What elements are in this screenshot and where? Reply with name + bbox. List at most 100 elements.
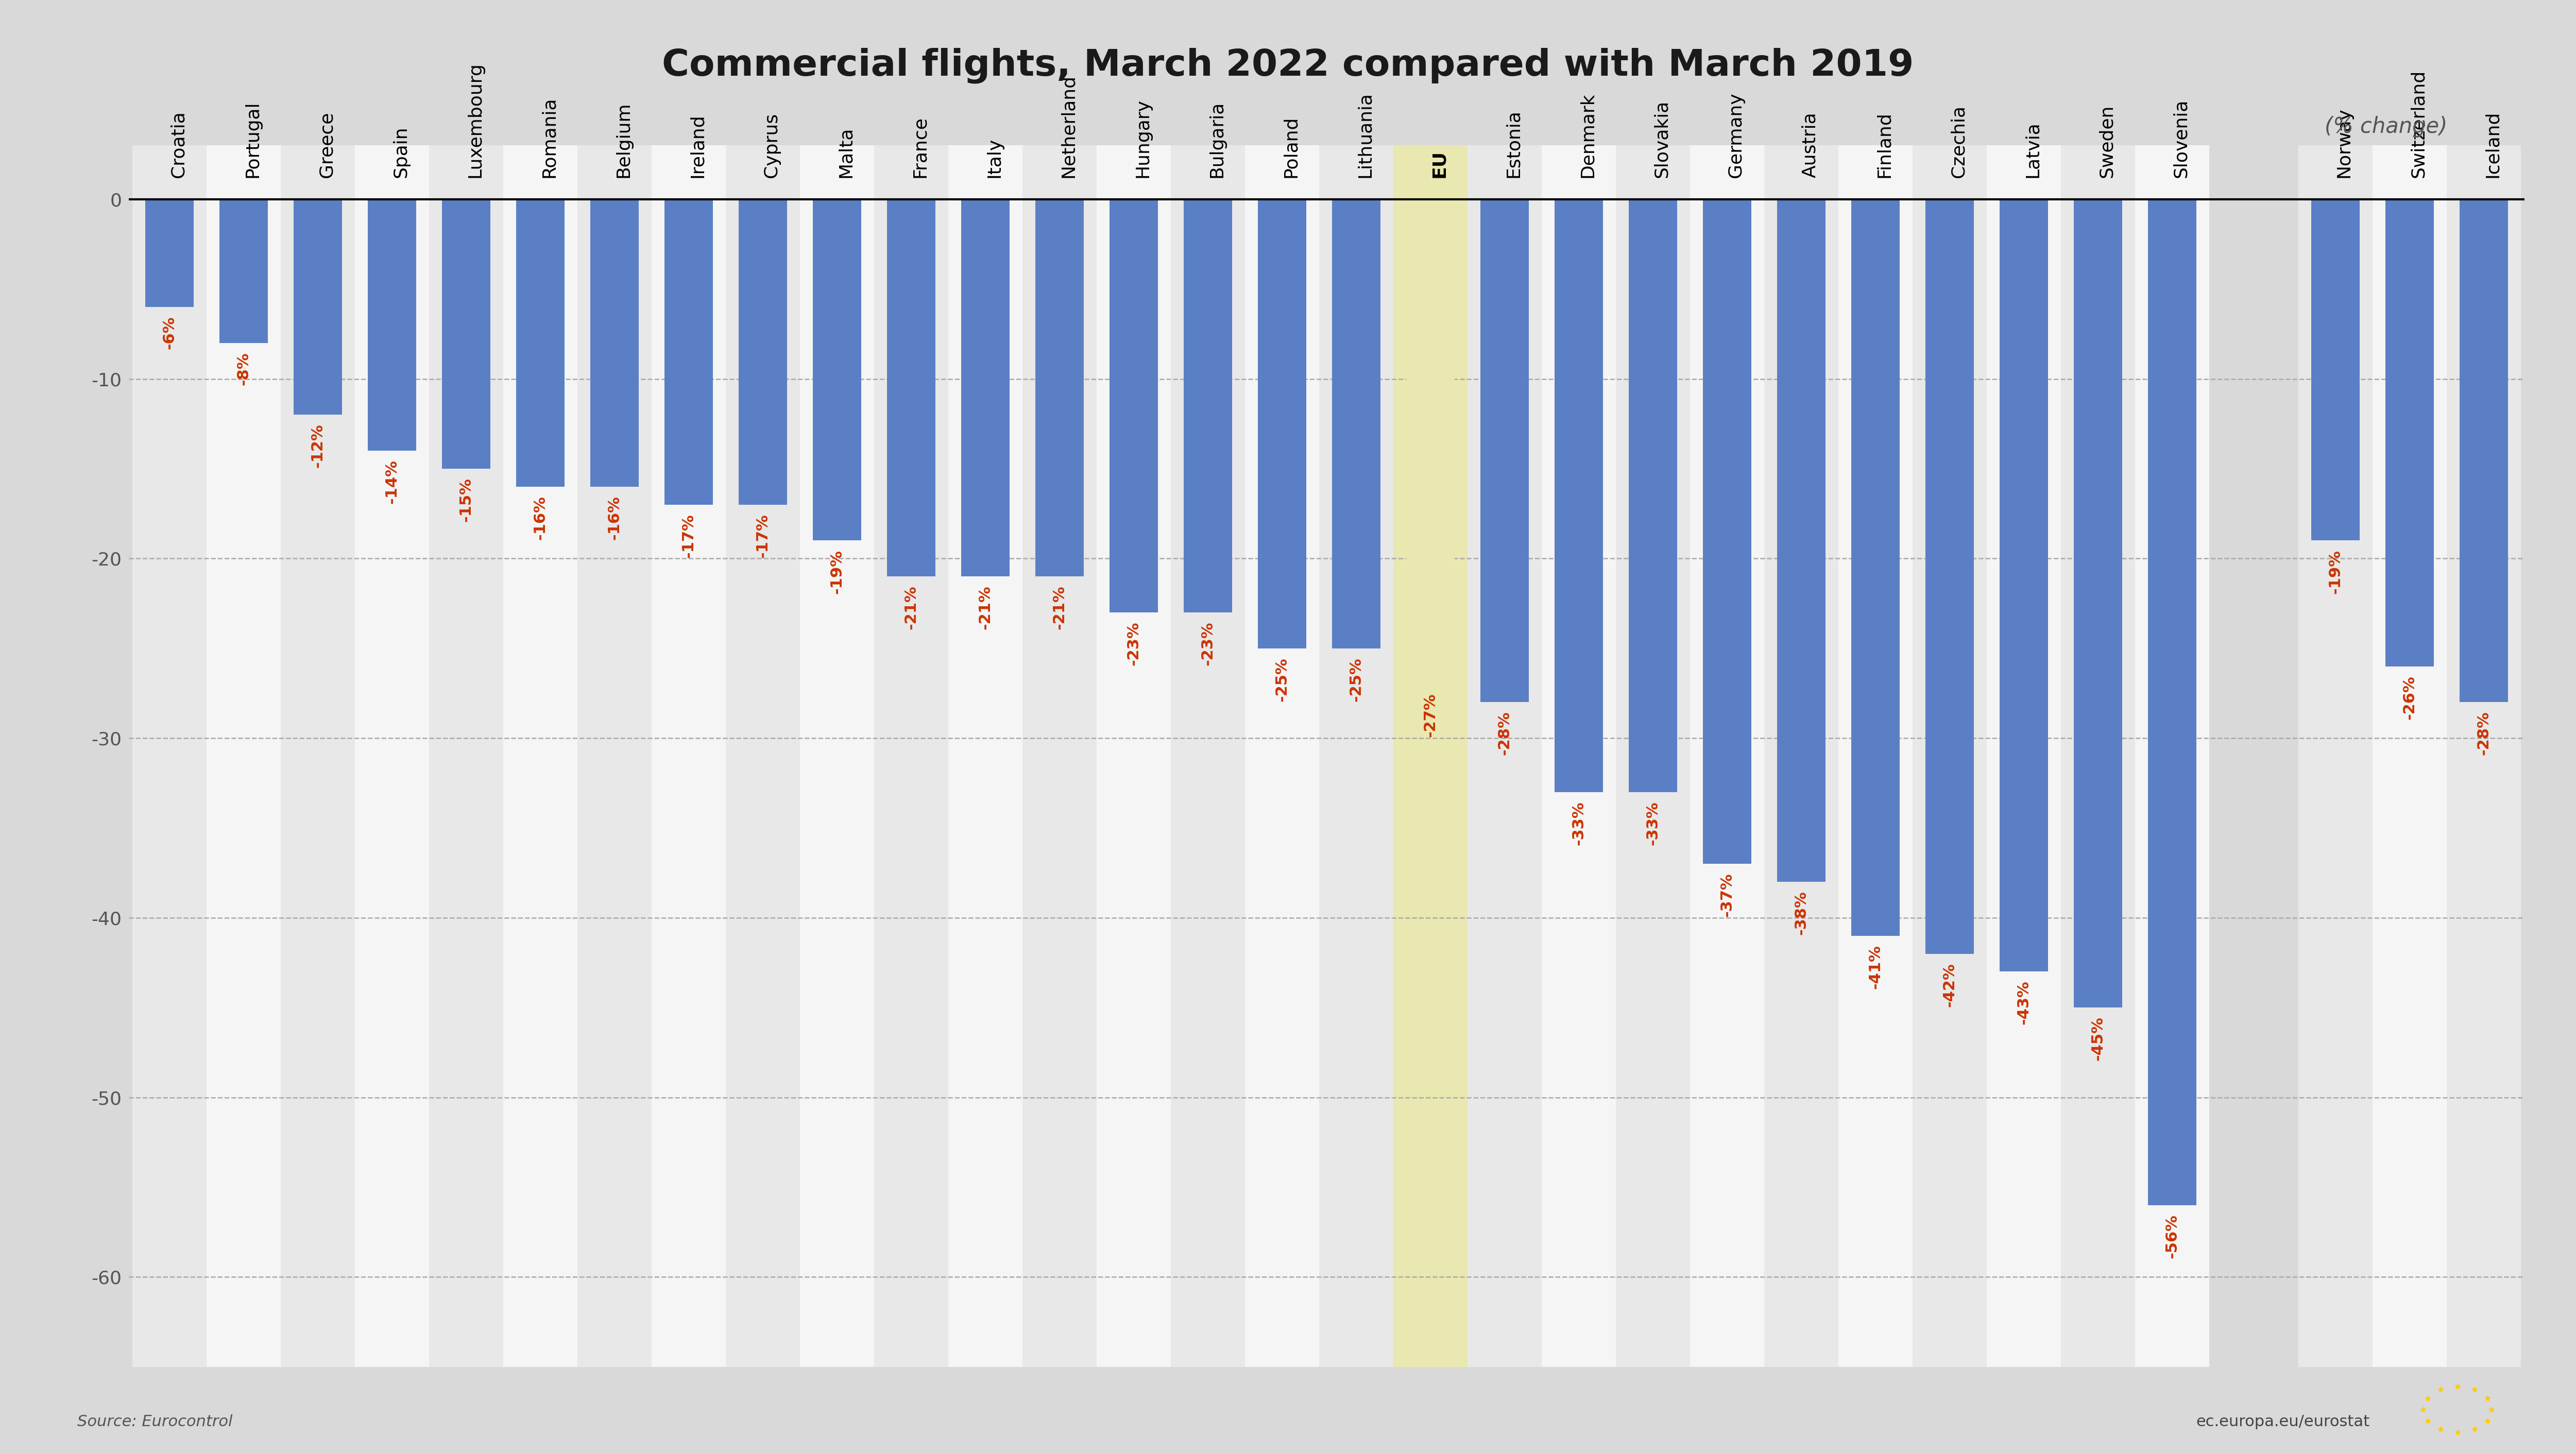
Bar <box>1097 145 1172 1367</box>
Text: Finland: Finland <box>1875 112 1893 177</box>
Text: Spain: Spain <box>392 126 410 177</box>
Text: -19%: -19% <box>829 550 845 593</box>
Text: Czechia: Czechia <box>1950 105 1968 177</box>
Bar <box>1911 145 1986 1367</box>
Text: -26%: -26% <box>2401 675 2416 720</box>
Text: -28%: -28% <box>1497 711 1512 755</box>
Text: -23%: -23% <box>1200 621 1216 666</box>
Text: -23%: -23% <box>1126 621 1141 666</box>
Bar <box>1540 145 1615 1367</box>
Bar <box>144 199 193 307</box>
Bar <box>886 199 935 576</box>
Bar <box>1556 199 1602 792</box>
Bar <box>1852 199 1899 936</box>
Bar <box>2298 145 2372 1367</box>
Bar <box>2385 199 2434 666</box>
Text: -25%: -25% <box>1275 657 1291 701</box>
Text: Commercial flights, March 2022 compared with March 2019: Commercial flights, March 2022 compared … <box>662 48 1914 83</box>
Bar <box>2447 145 2522 1367</box>
Bar <box>739 199 788 505</box>
Bar <box>1319 145 1394 1367</box>
Bar <box>1023 145 1097 1367</box>
Bar <box>502 145 577 1367</box>
Bar <box>368 199 417 451</box>
Bar <box>1406 199 1455 685</box>
Text: Slovenia: Slovenia <box>2172 99 2190 177</box>
Text: Netherland: Netherland <box>1059 74 1077 177</box>
Bar <box>219 199 268 343</box>
Text: Switzerland: Switzerland <box>2409 70 2427 177</box>
Text: -42%: -42% <box>1942 963 1958 1006</box>
Bar <box>2460 199 2509 702</box>
Text: -16%: -16% <box>533 496 549 539</box>
Text: -21%: -21% <box>979 586 992 630</box>
Text: France: France <box>912 116 930 177</box>
Bar <box>801 145 873 1367</box>
Text: Norway: Norway <box>2336 108 2352 177</box>
Text: -33%: -33% <box>1571 801 1587 845</box>
Bar <box>1839 145 1911 1367</box>
Text: Romania: Romania <box>541 96 559 177</box>
Text: Belgium: Belgium <box>616 102 631 177</box>
Text: -28%: -28% <box>2476 711 2491 755</box>
Text: Cyprus: Cyprus <box>762 113 781 177</box>
Text: EU: EU <box>1430 150 1448 177</box>
Text: Iceland: Iceland <box>2483 111 2501 177</box>
Text: -56%: -56% <box>2164 1214 2179 1258</box>
Text: -17%: -17% <box>755 513 770 558</box>
Bar <box>1628 199 1677 792</box>
Bar <box>1185 199 1231 612</box>
Text: -27%: -27% <box>1422 694 1437 737</box>
Text: Malta: Malta <box>837 126 855 177</box>
Bar <box>1110 199 1157 612</box>
Text: Bulgaria: Bulgaria <box>1208 100 1226 177</box>
Text: Luxembourg: Luxembourg <box>466 63 484 177</box>
Bar <box>1332 199 1381 648</box>
Text: -19%: -19% <box>2329 550 2342 593</box>
Bar <box>2074 199 2123 1008</box>
Bar <box>1777 199 1826 881</box>
Bar <box>1172 145 1244 1367</box>
Text: Ireland: Ireland <box>688 113 706 177</box>
Text: Sweden: Sweden <box>2097 105 2115 177</box>
Text: Greece: Greece <box>317 112 335 177</box>
Bar <box>1703 199 1752 864</box>
Text: -37%: -37% <box>1721 872 1734 917</box>
Text: ec.europa.eu/eurostat: ec.europa.eu/eurostat <box>2197 1415 2370 1429</box>
Bar <box>131 145 206 1367</box>
Bar <box>948 145 1023 1367</box>
Text: Latvia: Latvia <box>2025 121 2040 177</box>
Text: -12%: -12% <box>312 423 325 468</box>
Text: Germany: Germany <box>1726 93 1744 177</box>
Bar <box>1765 145 1839 1367</box>
Bar <box>1927 199 1973 954</box>
Text: Austria: Austria <box>1801 112 1819 177</box>
Bar <box>652 145 726 1367</box>
Bar <box>726 145 801 1367</box>
Text: Poland: Poland <box>1283 116 1301 177</box>
Text: -6%: -6% <box>162 316 178 349</box>
Text: -33%: -33% <box>1646 801 1662 845</box>
Bar <box>355 145 430 1367</box>
Bar <box>2311 199 2360 541</box>
Text: -16%: -16% <box>608 496 621 539</box>
Text: -38%: -38% <box>1793 891 1808 935</box>
Bar <box>430 145 502 1367</box>
Bar <box>1394 145 1468 1367</box>
Text: Hungary: Hungary <box>1133 99 1151 177</box>
Bar <box>1036 199 1084 576</box>
Text: -43%: -43% <box>2017 980 2032 1025</box>
Bar <box>1690 145 1765 1367</box>
Bar <box>2061 145 2136 1367</box>
Text: -15%: -15% <box>459 478 474 522</box>
Text: Estonia: Estonia <box>1504 109 1522 177</box>
Text: -21%: -21% <box>1051 586 1066 630</box>
Text: -25%: -25% <box>1350 657 1363 701</box>
Bar <box>2372 145 2447 1367</box>
Bar <box>577 145 652 1367</box>
Bar <box>1615 145 1690 1367</box>
Text: Source: Eurocontrol: Source: Eurocontrol <box>77 1415 232 1429</box>
Text: -21%: -21% <box>904 586 920 630</box>
Bar <box>1986 145 2061 1367</box>
Bar <box>1257 199 1306 648</box>
